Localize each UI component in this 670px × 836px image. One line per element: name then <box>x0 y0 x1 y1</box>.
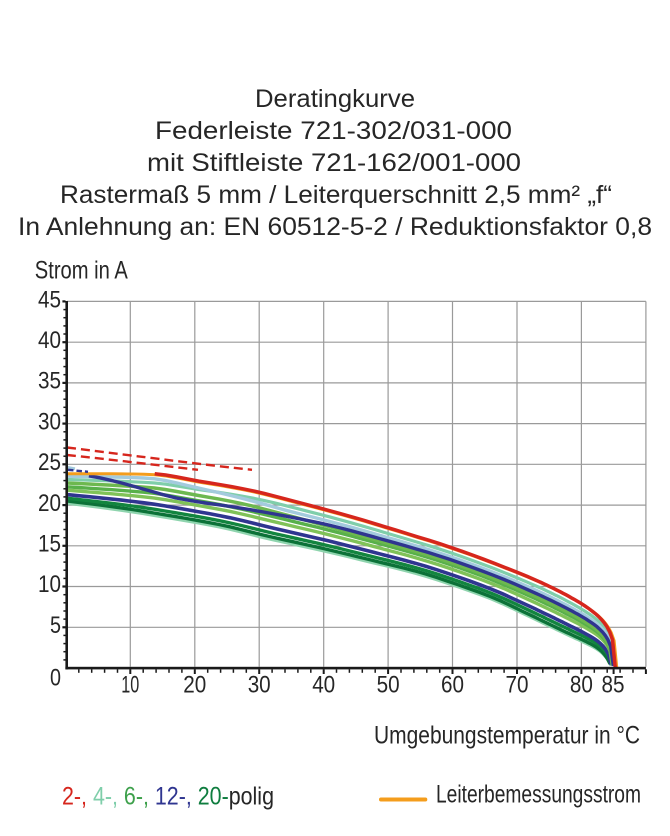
svg-text:Deratingkurve: Deratingkurve <box>255 85 415 113</box>
svg-text:20: 20 <box>38 490 61 517</box>
svg-text:2-, 4-, 6-, 12-, 20-polig: 2-, 4-, 6-, 12-, 20-polig <box>62 783 274 811</box>
svg-text:Leiterbemessungsstrom: Leiterbemessungsstrom <box>436 781 641 809</box>
svg-text:60: 60 <box>441 672 464 699</box>
svg-text:30: 30 <box>248 672 271 699</box>
svg-text:40: 40 <box>38 327 61 354</box>
svg-text:20: 20 <box>183 672 206 699</box>
svg-text:0: 0 <box>50 664 61 691</box>
svg-text:10: 10 <box>121 672 139 699</box>
svg-text:Strom in A: Strom in A <box>35 257 128 285</box>
svg-text:mit Stiftleiste 721-162/001-00: mit Stiftleiste 721-162/001-000 <box>147 149 521 177</box>
svg-text:70: 70 <box>506 672 529 699</box>
svg-text:30: 30 <box>38 408 61 435</box>
svg-text:85: 85 <box>602 672 625 699</box>
svg-text:35: 35 <box>38 368 61 395</box>
svg-text:In Anlehnung an: EN 60512-5-2: In Anlehnung an: EN 60512-5-2 / Reduktio… <box>18 213 652 241</box>
svg-text:10: 10 <box>38 571 61 598</box>
svg-text:40: 40 <box>312 672 335 699</box>
svg-text:80: 80 <box>570 672 593 699</box>
svg-text:15: 15 <box>38 531 61 558</box>
svg-text:5: 5 <box>50 612 61 639</box>
svg-text:Umgebungstemperatur in °C: Umgebungstemperatur in °C <box>374 721 640 749</box>
svg-text:25: 25 <box>38 449 61 476</box>
svg-text:Federleiste 721-302/031-000: Federleiste 721-302/031-000 <box>155 117 512 145</box>
svg-text:45: 45 <box>38 286 61 313</box>
svg-text:Rastermaß 5 mm / Leiterquersch: Rastermaß 5 mm / Leiterquerschnitt 2,5 m… <box>60 181 612 209</box>
svg-text:50: 50 <box>377 672 400 699</box>
